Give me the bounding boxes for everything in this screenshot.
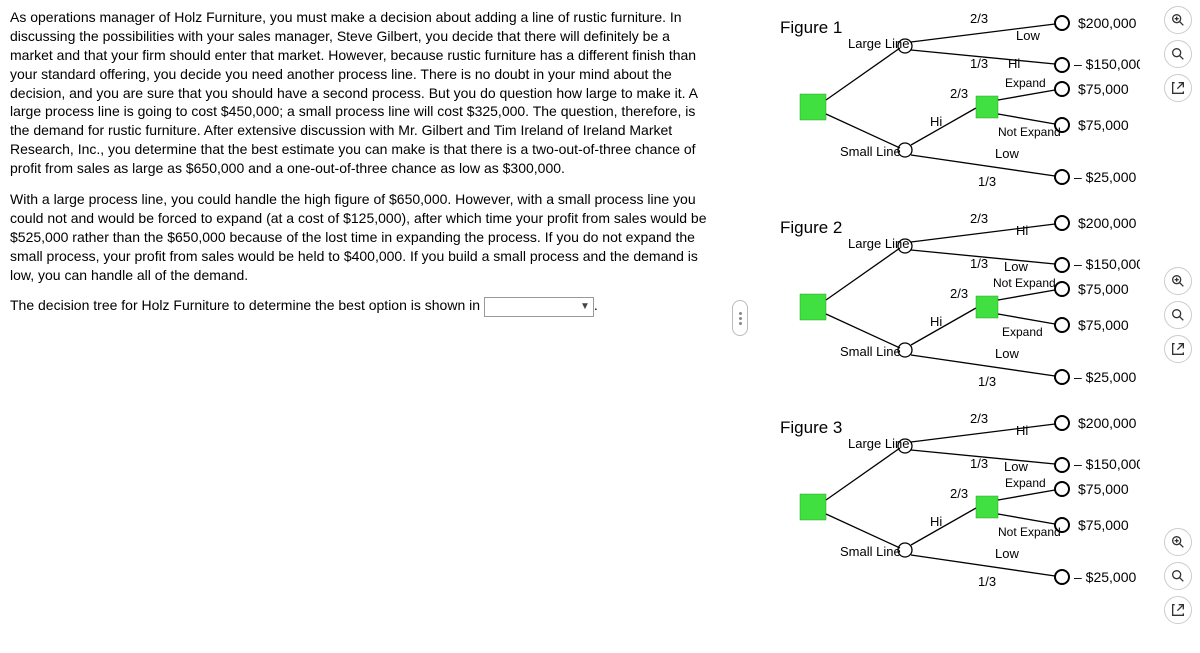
problem-text: As operations manager of Holz Furniture,… bbox=[10, 8, 710, 329]
paragraph-3: The decision tree for Holz Furniture to … bbox=[10, 296, 710, 316]
svg-text:$200,000: $200,000 bbox=[1078, 215, 1137, 231]
svg-text:– $150,000: – $150,000 bbox=[1074, 256, 1140, 272]
svg-text:1/3: 1/3 bbox=[970, 256, 988, 271]
svg-text:Large Line: Large Line bbox=[848, 436, 909, 451]
zoom-in-icon[interactable] bbox=[1164, 6, 1192, 34]
svg-text:1/3: 1/3 bbox=[978, 374, 996, 389]
figure-select-dropdown[interactable] bbox=[484, 297, 594, 317]
svg-text:Not Expand: Not Expand bbox=[998, 125, 1061, 139]
svg-text:Low: Low bbox=[1004, 259, 1028, 274]
zoom-icon[interactable] bbox=[1164, 562, 1192, 590]
svg-text:Hi: Hi bbox=[930, 314, 942, 329]
decision-tree-svg: Large Line 2/3 Hi $200,000 1/3 Low – $15… bbox=[780, 208, 1140, 406]
toolbar-group-1 bbox=[1164, 6, 1194, 102]
figure-toolbar bbox=[1164, 6, 1194, 624]
svg-text:$75,000: $75,000 bbox=[1078, 81, 1129, 97]
paragraph-1: As operations manager of Holz Furniture,… bbox=[10, 8, 710, 178]
zoom-icon[interactable] bbox=[1164, 301, 1192, 329]
svg-text:Low: Low bbox=[1016, 28, 1040, 43]
svg-text:Large Line: Large Line bbox=[848, 236, 909, 251]
svg-text:Low: Low bbox=[995, 146, 1019, 161]
svg-text:Expand: Expand bbox=[1002, 325, 1043, 339]
svg-text:1/3: 1/3 bbox=[970, 456, 988, 471]
svg-text:Small Line: Small Line bbox=[840, 544, 901, 559]
svg-text:Hi: Hi bbox=[1008, 56, 1020, 71]
svg-text:Low: Low bbox=[1004, 459, 1028, 474]
svg-text:$75,000: $75,000 bbox=[1078, 317, 1129, 333]
svg-text:Hi: Hi bbox=[1016, 223, 1028, 238]
svg-text:$75,000: $75,000 bbox=[1078, 117, 1129, 133]
svg-text:$75,000: $75,000 bbox=[1078, 517, 1129, 533]
svg-text:Hi: Hi bbox=[930, 514, 942, 529]
svg-text:– $25,000: – $25,000 bbox=[1074, 169, 1136, 185]
svg-text:Large Line: Large Line bbox=[848, 36, 909, 51]
svg-text:2/3: 2/3 bbox=[950, 486, 968, 501]
svg-text:Small Line: Small Line bbox=[840, 144, 901, 159]
svg-text:– $25,000: – $25,000 bbox=[1074, 369, 1136, 385]
figure-3: Figure 3 Large Line 2/3 Hi $200,000 1/3 … bbox=[780, 408, 1140, 606]
svg-text:– $150,000: – $150,000 bbox=[1074, 56, 1140, 72]
zoom-in-icon[interactable] bbox=[1164, 528, 1192, 556]
svg-text:$200,000: $200,000 bbox=[1078, 415, 1137, 431]
svg-text:2/3: 2/3 bbox=[950, 86, 968, 101]
open-external-icon[interactable] bbox=[1164, 335, 1192, 363]
toolbar-group-2 bbox=[1164, 267, 1194, 363]
figures-panel: Figure 1 Large Line 2/3 Low $200,000 1/3… bbox=[780, 8, 1140, 608]
svg-text:$75,000: $75,000 bbox=[1078, 481, 1129, 497]
svg-text:Low: Low bbox=[995, 546, 1019, 561]
svg-text:Not Expand: Not Expand bbox=[993, 276, 1056, 290]
svg-text:2/3: 2/3 bbox=[970, 211, 988, 226]
panel-divider-handle[interactable] bbox=[732, 300, 748, 336]
svg-text:Hi: Hi bbox=[1016, 423, 1028, 438]
svg-text:2/3: 2/3 bbox=[970, 11, 988, 26]
svg-text:Expand: Expand bbox=[1005, 76, 1046, 90]
svg-text:– $150,000: – $150,000 bbox=[1074, 456, 1140, 472]
svg-text:1/3: 1/3 bbox=[978, 574, 996, 589]
open-external-icon[interactable] bbox=[1164, 596, 1192, 624]
paragraph-2: With a large process line, you could han… bbox=[10, 190, 710, 284]
svg-text:2/3: 2/3 bbox=[970, 411, 988, 426]
svg-text:1/3: 1/3 bbox=[970, 56, 988, 71]
figure-1: Figure 1 Large Line 2/3 Low $200,000 1/3… bbox=[780, 8, 1140, 206]
svg-text:Hi: Hi bbox=[930, 114, 942, 129]
open-external-icon[interactable] bbox=[1164, 74, 1192, 102]
svg-text:Small Line: Small Line bbox=[840, 344, 901, 359]
decision-tree-svg: Large Line 2/3 Low $200,000 1/3 Hi – $15… bbox=[780, 8, 1140, 206]
zoom-icon[interactable] bbox=[1164, 40, 1192, 68]
figure-2: Figure 2 Large Line 2/3 Hi $200,000 1/3 … bbox=[780, 208, 1140, 406]
svg-text:2/3: 2/3 bbox=[950, 286, 968, 301]
svg-text:– $25,000: – $25,000 bbox=[1074, 569, 1136, 585]
svg-text:Not Expand: Not Expand bbox=[998, 525, 1061, 539]
svg-text:$200,000: $200,000 bbox=[1078, 15, 1137, 31]
svg-text:1/3: 1/3 bbox=[978, 174, 996, 189]
decision-tree-svg: Large Line 2/3 Hi $200,000 1/3 Low – $15… bbox=[780, 408, 1140, 606]
svg-text:Low: Low bbox=[995, 346, 1019, 361]
toolbar-group-3 bbox=[1164, 528, 1194, 624]
zoom-in-icon[interactable] bbox=[1164, 267, 1192, 295]
svg-text:Expand: Expand bbox=[1005, 476, 1046, 490]
svg-text:$75,000: $75,000 bbox=[1078, 281, 1129, 297]
